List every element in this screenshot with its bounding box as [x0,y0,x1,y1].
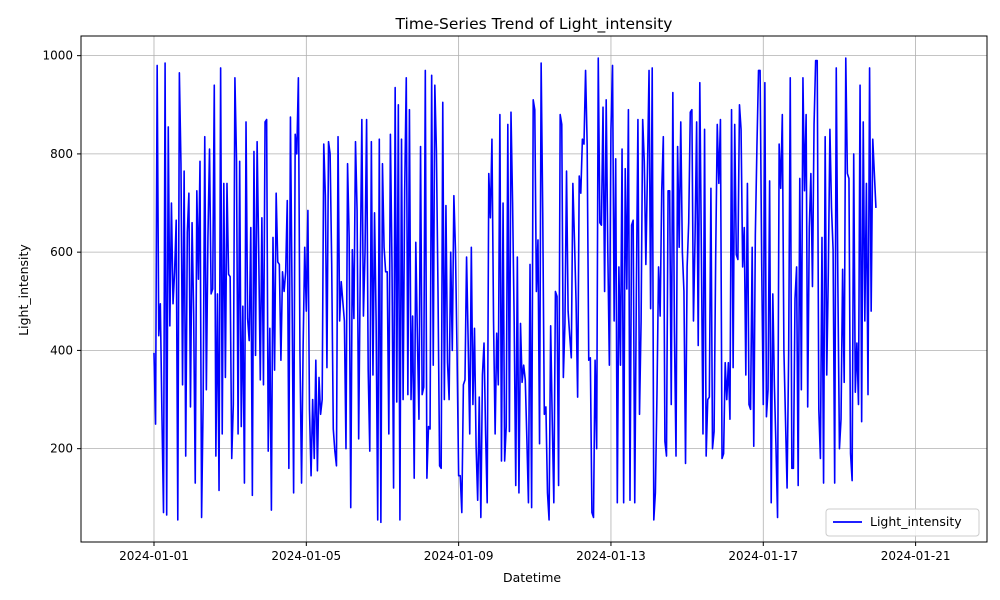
x-tick-label: 2024-01-21 [881,549,951,563]
legend-box [825,508,980,537]
y-axis: 200 400 600 800 1000 [42,49,81,456]
x-tick-label: 2024-01-01 [119,549,189,563]
legend: Light_intensity [825,508,980,537]
x-tick-label: 2024-01-17 [728,549,798,563]
x-tick-label: 2024-01-09 [424,549,494,563]
x-axis-label: Datetime [503,570,561,585]
plot-frame [80,35,988,543]
legend-label: Light_intensity [870,514,962,529]
x-axis: 2024-01-01 2024-01-05 2024-01-09 2024-01-13… [119,542,950,563]
y-tick-label: 400 [50,343,73,357]
y-tick-label: 600 [50,245,73,259]
x-tick-label: 2024-01-05 [271,549,341,563]
plot-area [153,57,877,524]
x-tick-label: 2024-01-13 [576,549,646,563]
y-tick-label: 1000 [42,49,73,63]
y-tick-label: 200 [50,442,73,456]
chart-title: Time-Series Trend of Light_intensity [395,15,673,34]
series-line-light-intensity [153,57,877,524]
y-axis-label: Light_intensity [16,244,31,336]
y-tick-label: 800 [50,147,73,161]
